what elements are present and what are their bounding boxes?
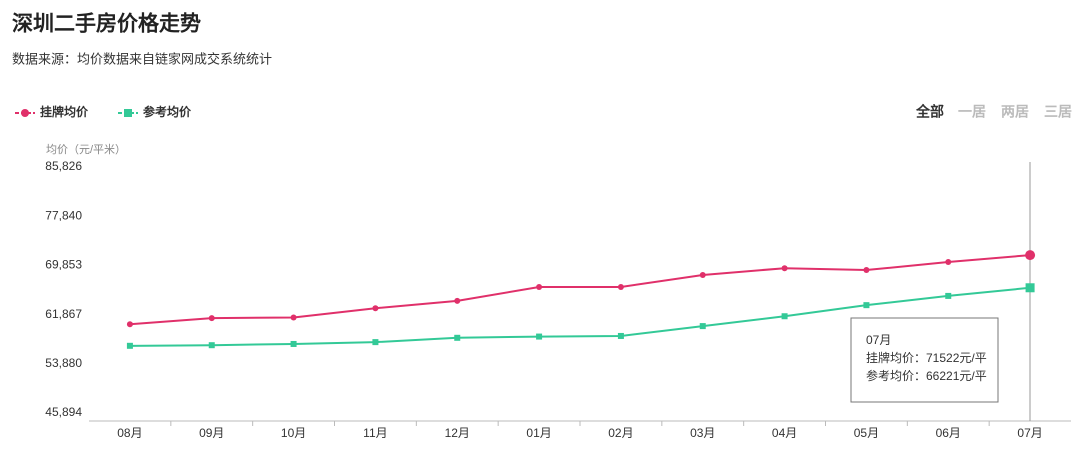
tab[interactable]: 全部 [915, 104, 944, 120]
y-tick-label: 53,880 [45, 356, 82, 370]
point[interactable] [781, 265, 788, 272]
tooltip-line: 参考均价：66221元/平 [866, 368, 987, 383]
y-axis-label: 均价（元/平米） [46, 143, 126, 156]
tooltip-line: 挂牌均价：71522元/平 [866, 351, 987, 365]
point[interactable] [781, 313, 788, 320]
series-line [129, 286, 1031, 347]
x-tick-label: 04月 [772, 426, 797, 440]
point[interactable] [699, 271, 706, 278]
point[interactable] [372, 305, 379, 312]
y-tick-label: 77,840 [45, 208, 82, 222]
legend-label[interactable]: 挂牌均价 [40, 104, 89, 119]
series-line [129, 254, 1031, 326]
point[interactable] [372, 339, 379, 346]
y-tick-label: 85,826 [45, 159, 82, 173]
point[interactable] [536, 283, 543, 290]
point[interactable] [617, 283, 624, 290]
point[interactable] [454, 334, 461, 341]
x-tick-label: 12月 [445, 426, 470, 440]
x-tick-label: 09月 [199, 426, 224, 440]
tab[interactable]: 三居 [1044, 104, 1072, 120]
point[interactable] [126, 342, 133, 349]
point[interactable] [454, 297, 461, 304]
tooltip-title: 07月 [866, 333, 891, 347]
point[interactable] [290, 340, 297, 347]
y-tick-label: 69,853 [45, 258, 82, 272]
x-tick-label: 10月 [281, 426, 306, 440]
chart-subtitle: 数据来源：均价数据来自链家网成交系统统计 [12, 51, 272, 66]
tab[interactable]: 一居 [958, 104, 986, 120]
point[interactable] [1025, 283, 1035, 293]
legend-marker[interactable] [21, 109, 29, 117]
x-tick-label: 07月 [1017, 426, 1042, 440]
point[interactable] [290, 314, 297, 321]
point[interactable] [945, 259, 952, 266]
x-tick-label: 08月 [117, 426, 142, 440]
point[interactable] [536, 333, 543, 340]
x-tick-label: 06月 [936, 426, 961, 440]
x-tick-label: 02月 [608, 426, 633, 440]
point[interactable] [617, 332, 624, 339]
point[interactable] [863, 302, 870, 309]
point[interactable] [699, 323, 706, 330]
x-tick-label: 11月 [363, 426, 387, 440]
tab[interactable]: 两居 [1001, 104, 1029, 120]
legend-marker[interactable] [124, 109, 132, 117]
point[interactable] [208, 342, 215, 349]
point[interactable] [863, 267, 870, 274]
x-tick-label: 03月 [690, 426, 715, 440]
point[interactable] [126, 321, 133, 328]
point[interactable] [208, 315, 215, 322]
legend-label[interactable]: 参考均价 [143, 104, 192, 119]
y-tick-label: 61,867 [45, 307, 82, 321]
tooltip-box [850, 317, 999, 403]
x-tick-label: 05月 [854, 426, 879, 440]
y-tick-label: 45,894 [45, 405, 82, 419]
point[interactable] [1025, 250, 1036, 261]
point[interactable] [945, 292, 952, 299]
x-tick-label: 01月 [526, 426, 551, 440]
chart-title: 深圳二手房价格走势 [12, 12, 201, 36]
